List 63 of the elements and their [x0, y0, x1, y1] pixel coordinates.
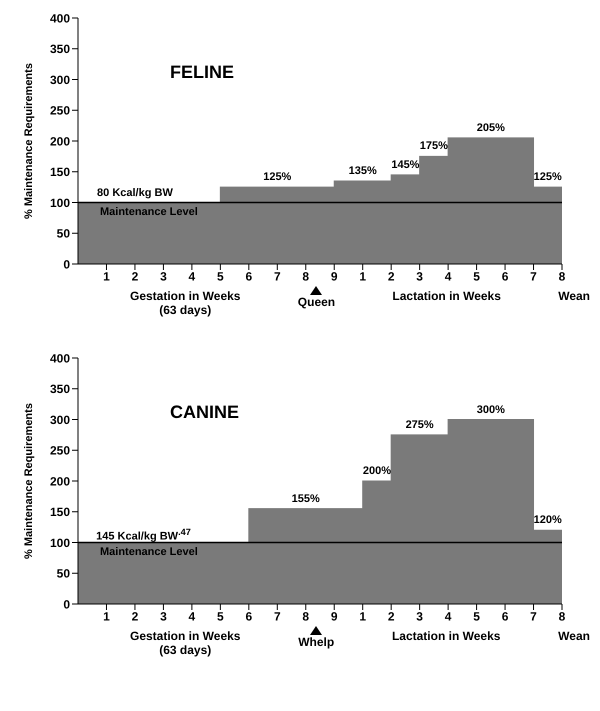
y-tick-label: 50	[56, 226, 70, 241]
annotation: 275%	[404, 418, 435, 431]
annotation: 205%	[476, 122, 506, 134]
text: Queen	[298, 295, 336, 309]
x-tick-label: 9	[330, 270, 338, 284]
ref-line-label: Maintenance Level	[100, 206, 198, 218]
y-tick-label: 250	[50, 104, 70, 118]
x-tick-label: 4	[188, 270, 196, 284]
annotation: 125%	[262, 171, 292, 184]
x-tick-label: 5	[217, 610, 224, 624]
y-tick-label: 150	[50, 165, 70, 180]
y-tick-label: 250	[50, 444, 70, 458]
x-tick-label: 3	[160, 610, 168, 624]
y-tick-label: 50	[56, 566, 70, 581]
text: Whelp	[298, 635, 334, 649]
x-tick-label: 9	[330, 610, 338, 624]
x-tick-label: 5	[217, 270, 224, 284]
text: Wean	[558, 289, 590, 303]
y-tick-label: 400	[50, 351, 70, 366]
annotation: 145%	[391, 158, 420, 171]
y-tick-label: 200	[50, 474, 70, 488]
y-axis-title: % Maintenance Requirements	[22, 63, 35, 219]
y-axis-title: % Maintenance Requirements	[22, 403, 35, 559]
x-tick-label: 2	[132, 270, 139, 284]
y-tick-label: 0	[63, 597, 70, 612]
text: Wean	[558, 629, 590, 643]
annotation: 120%	[532, 514, 563, 526]
ref-line-label: Maintenance Level	[100, 546, 198, 558]
x-tick-label: 3	[160, 270, 168, 284]
text: Gestation in Weeks (63 days)	[130, 629, 240, 657]
x-tick-label: 1	[103, 610, 110, 624]
text: CANINE	[170, 402, 239, 424]
annotation: 175%	[418, 140, 449, 152]
x-tick-label: 2	[132, 610, 139, 624]
y-tick-label: 150	[50, 505, 70, 520]
text: FELINE	[170, 62, 234, 84]
y-tick-label: 200	[50, 134, 70, 148]
text: Lactation in Weeks	[392, 289, 501, 303]
x-tick-label: 4	[188, 610, 196, 624]
x-tick-label: 7	[274, 610, 281, 624]
annotation: 125%	[532, 171, 563, 184]
y-tick-label: 300	[50, 72, 70, 87]
text: Lactation in Weeks	[392, 629, 500, 643]
x-tick-label: 1	[103, 270, 110, 284]
y-tick-label: 350	[50, 42, 70, 56]
x-tick-label: 6	[245, 610, 252, 624]
y-tick-label: 300	[50, 412, 70, 427]
y-tick-label: 0	[63, 257, 70, 272]
text: Gestation in Weeks (63 days)	[130, 289, 240, 317]
annotation: 155%	[290, 492, 321, 505]
x-tick-label: 6	[245, 270, 252, 284]
y-tick-label: 400	[50, 11, 70, 26]
annotation: 80 Kcal/kg BW	[96, 186, 174, 198]
annotation: 145 Kcal/kg BW$^{.47}$	[95, 526, 192, 542]
y-tick-label: 100	[50, 196, 70, 210]
y-tick-label: 100	[50, 536, 70, 550]
annotation: 300%	[476, 404, 506, 416]
annotation: 200%	[362, 465, 392, 477]
x-tick-label: 7	[274, 270, 281, 284]
x-tick-label: 8	[302, 270, 310, 284]
annotation: 135%	[348, 164, 377, 177]
x-tick-label: 8	[302, 610, 310, 624]
y-tick-label: 350	[50, 382, 70, 396]
